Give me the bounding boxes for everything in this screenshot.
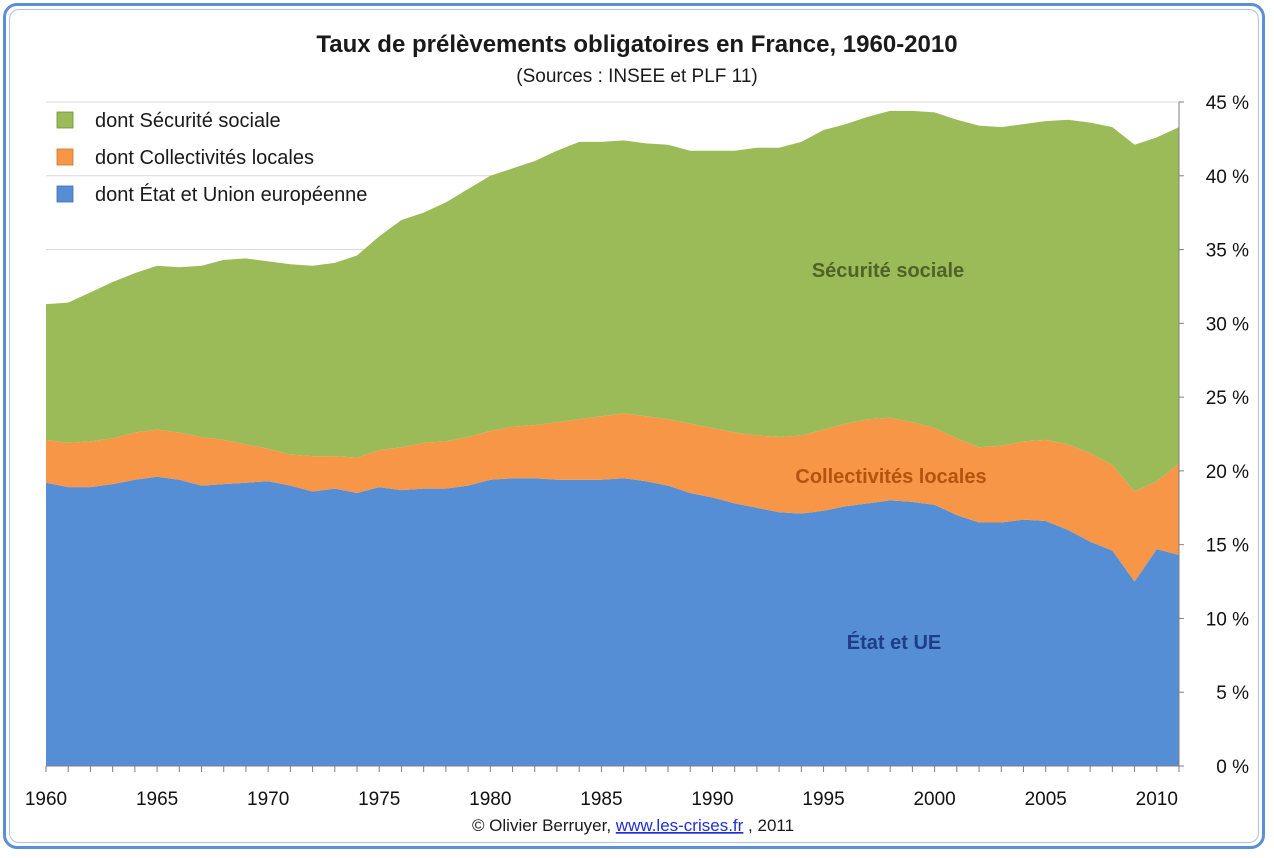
- footer-link[interactable]: www.les-crises.fr: [615, 816, 744, 835]
- legend-swatch-securite-sociale: [56, 111, 74, 129]
- x-tick-label: 1970: [247, 789, 289, 810]
- stacked-areas: [46, 110, 1179, 766]
- x-tick-label: 1985: [580, 789, 622, 810]
- y-tick-label: 25 %: [1206, 388, 1249, 409]
- legend-swatch-collectivites-locales: [56, 148, 74, 166]
- y-tick-label: 15 %: [1206, 536, 1249, 557]
- chart-frame-inner: [9, 9, 1259, 843]
- footer-copyright: © Olivier Berruyer,: [472, 816, 611, 835]
- y-tick-label: 20 %: [1206, 462, 1249, 483]
- y-tick-label: 35 %: [1206, 241, 1249, 262]
- chart-frame-outer: [3, 3, 1265, 849]
- y-tick-label: 45 %: [1206, 93, 1249, 114]
- x-tick-label: 1975: [358, 789, 400, 810]
- area-collectivites-locales: [46, 413, 1179, 582]
- y-tick-label: 0 %: [1216, 757, 1249, 778]
- legend-swatch-etat-ue: [56, 185, 74, 203]
- axes: [46, 102, 1180, 767]
- y-tick-label: 30 %: [1206, 314, 1249, 335]
- footer-credit: © Olivier Berruyer, www.les-crises.fr , …: [472, 816, 794, 835]
- x-tick-label: 1980: [469, 789, 511, 810]
- x-tick-label: 1960: [25, 789, 67, 810]
- y-axis-ticks: 0 % 5 % 10 % 15 % 20 % 25 % 30 % 35 % 40 % 45 %: [1179, 93, 1249, 778]
- y-tick-label: 10 %: [1206, 609, 1249, 630]
- x-tick-label: 2005: [1025, 789, 1067, 810]
- chart-subtitle: (Sources : INSEE et PLF 11): [516, 66, 757, 87]
- legend: dont Sécurité sociale dont Collectivités…: [56, 110, 367, 206]
- y-tick-label: 40 %: [1206, 167, 1249, 188]
- x-tick-label: 2000: [913, 789, 955, 810]
- area-etat-ue: [46, 476, 1179, 766]
- footer-year: , 2011: [748, 816, 794, 835]
- area-securite-sociale: [46, 110, 1179, 492]
- area-label-collectivites-locales: Collectivités locales: [795, 466, 986, 488]
- legend-label-collectivites-locales: dont Collectivités locales: [95, 147, 314, 169]
- chart-title: Taux de prélèvements obligatoires en Fra…: [316, 31, 957, 58]
- legend-label-etat-ue: dont État et Union européenne: [95, 183, 367, 206]
- x-tick-label: 1965: [136, 789, 178, 810]
- legend-label-securite-sociale: dont Sécurité sociale: [95, 110, 281, 132]
- x-axis-ticks: 1960 1965 1970 1975 1980 1985 1990 1995 2000 2005…: [25, 766, 1180, 810]
- area-label-securite-sociale: Sécurité sociale: [812, 260, 964, 282]
- x-tick-label: 2010: [1136, 789, 1178, 810]
- x-tick-label: 1995: [802, 789, 844, 810]
- y-tick-label: 5 %: [1216, 683, 1249, 704]
- x-tick-label: 1990: [691, 789, 733, 810]
- area-label-etat-ue: État et UE: [847, 631, 941, 654]
